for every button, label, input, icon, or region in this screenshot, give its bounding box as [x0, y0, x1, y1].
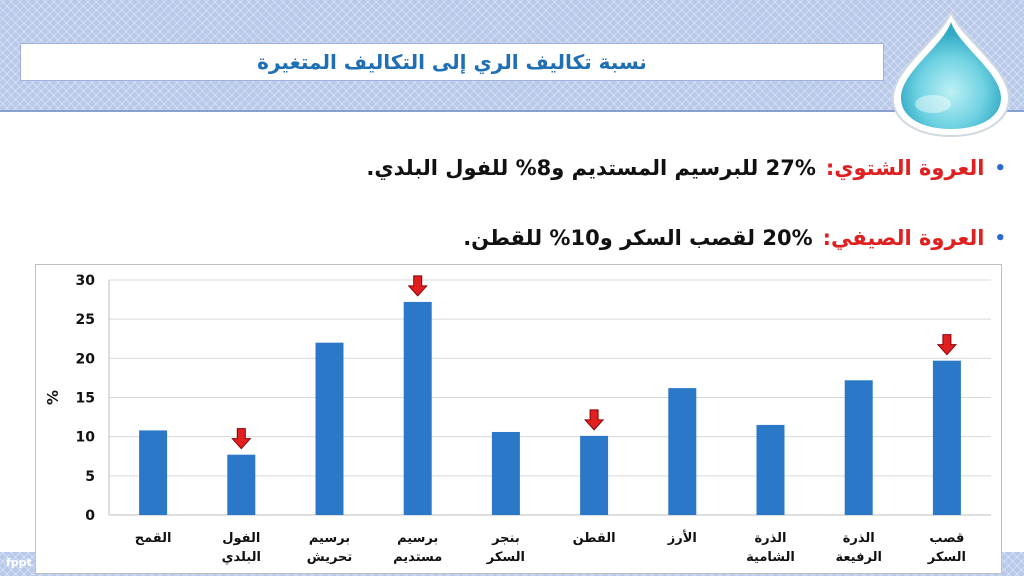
y-tick-label: 0: [85, 508, 95, 524]
bar: [491, 431, 520, 515]
bar: [227, 454, 256, 515]
x-tick-label: برسيم: [309, 531, 350, 546]
bullet-text: 27% للبرسيم المستديم و8% للفول البلدي.: [366, 156, 816, 180]
bullet-winter: • العروة الشتوي: 27% للبرسيم المستديم و8…: [106, 150, 1006, 186]
y-tick-label: 5: [85, 469, 95, 485]
bar: [139, 430, 168, 515]
x-tick-label: قصب: [929, 531, 964, 546]
chart-frame: 0 5 10 15 20 25 30% القمح الفول البلدي برسيم تحريش ب…: [35, 264, 1002, 574]
y-tick-label: 15: [76, 391, 95, 407]
y-tick-label: 20: [76, 351, 96, 367]
x-tick-label: الرفيعة: [835, 550, 881, 565]
bar: [932, 360, 961, 515]
bar-chart: 0 5 10 15 20 25 30% القمح الفول البلدي برسيم تحريش ب…: [44, 273, 991, 565]
down-arrow-icon: [936, 334, 958, 356]
footer-mark: fppt: [6, 556, 32, 569]
x-tick-label: مستديم: [393, 550, 442, 565]
x-tick-label: تحريش: [307, 550, 353, 565]
bar: [756, 424, 785, 515]
x-tick-label: القطن: [573, 531, 616, 546]
bullet-dot-icon: •: [994, 157, 1006, 179]
down-arrow-icon: [231, 428, 252, 450]
bullet-summer: • العروة الصيفي: 20% لقصب السكر و10% للق…: [106, 220, 1006, 256]
bar: [403, 301, 432, 515]
bar: [580, 435, 609, 515]
y-axis-label: %: [44, 390, 62, 405]
bullet-dot-icon: •: [994, 227, 1006, 249]
bullet-text: 20% لقصب السكر و10% للقطن.: [463, 226, 813, 250]
title-box: نسبة تكاليف الري إلى التكاليف المتغيرة: [20, 43, 884, 81]
y-tick-label: 10: [76, 430, 96, 446]
x-tick-label: الأرز: [667, 529, 697, 546]
x-tick-label: البلدي: [222, 550, 261, 565]
water-drop-icon: [891, 9, 1011, 138]
y-tick-label: 25: [76, 312, 95, 328]
x-tick-label: برسيم: [397, 531, 438, 546]
x-tick-label: الذرة: [843, 531, 875, 546]
bar: [844, 380, 873, 515]
bar: [668, 388, 697, 515]
down-arrow-icon: [407, 275, 428, 297]
bullet-label: العروة الشتوي:: [825, 156, 985, 180]
y-tick-label: 30: [76, 273, 96, 289]
x-tick-label: الذرة: [754, 531, 786, 546]
x-tick-label: السكر: [927, 550, 966, 565]
x-tick-label: الشامية: [746, 550, 795, 565]
bullet-label: العروة الصيفي:: [822, 226, 985, 250]
header-divider: [0, 110, 1024, 112]
x-tick-label: بنجر: [491, 531, 520, 546]
slide-title: نسبة تكاليف الري إلى التكاليف المتغيرة: [257, 50, 647, 74]
down-arrow-icon: [583, 409, 605, 431]
bar: [315, 342, 344, 515]
x-tick-label: السكر: [486, 550, 525, 565]
bullet-list: • العروة الشتوي: 27% للبرسيم المستديم و8…: [106, 150, 1006, 290]
x-tick-label: الفول: [222, 531, 260, 546]
x-tick-label: القمح: [135, 531, 172, 546]
